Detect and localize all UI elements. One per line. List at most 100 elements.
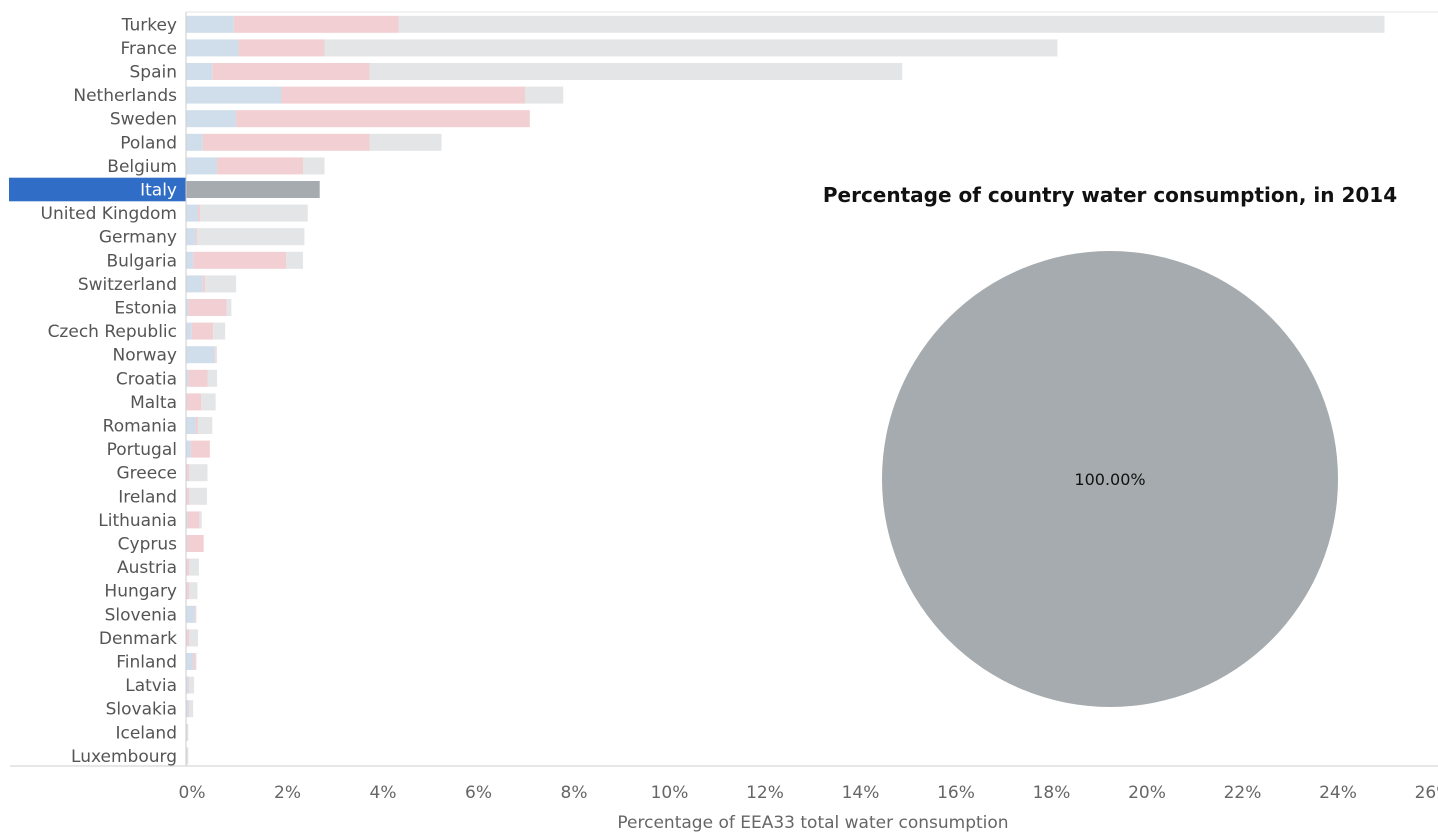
bar-segment-romania-1[interactable] bbox=[195, 417, 198, 434]
bar-segment-luxembourg-2[interactable] bbox=[187, 747, 189, 765]
bar-segment-france-1[interactable] bbox=[238, 39, 325, 57]
bar-segment-switzerland-2[interactable] bbox=[205, 275, 237, 293]
bar-segment-bulgaria-0[interactable] bbox=[186, 251, 194, 269]
bar-segment-slovenia-1[interactable] bbox=[194, 605, 196, 623]
bar-segment-united-kingdom-1[interactable] bbox=[197, 204, 201, 222]
bar-segment-denmark-2[interactable] bbox=[189, 629, 198, 647]
bar-segment-slovakia-1[interactable] bbox=[188, 700, 190, 718]
bar-segment-poland-1[interactable] bbox=[202, 133, 370, 151]
bar-segment-iceland-2[interactable] bbox=[187, 723, 189, 741]
bar-segment-italy-3[interactable] bbox=[186, 181, 320, 198]
bar-segment-ireland-2[interactable] bbox=[189, 487, 208, 505]
country-label-malta[interactable]: Malta bbox=[130, 393, 177, 413]
bar-segment-estonia-2[interactable] bbox=[226, 299, 232, 316]
country-label-czech-republic[interactable]: Czech Republic bbox=[48, 322, 177, 342]
bar-segment-united-kingdom-0[interactable] bbox=[186, 204, 198, 222]
country-label-greece[interactable]: Greece bbox=[116, 464, 177, 484]
bar-segment-lithuania-0[interactable] bbox=[186, 511, 188, 529]
selected-row-highlight[interactable] bbox=[9, 177, 186, 202]
bar-segment-croatia-1[interactable] bbox=[188, 369, 208, 387]
country-label-ireland[interactable]: Ireland bbox=[118, 487, 177, 507]
bar-segment-belgium-2[interactable] bbox=[302, 157, 325, 175]
bar-segment-spain-0[interactable] bbox=[186, 63, 213, 80]
bar-segment-netherlands-2[interactable] bbox=[525, 86, 564, 104]
bar-segment-france-0[interactable] bbox=[186, 39, 239, 57]
bar-segment-portugal-0[interactable] bbox=[186, 440, 191, 458]
country-label-united-kingdom[interactable]: United Kingdom bbox=[41, 204, 177, 224]
bar-segment-slovakia-2[interactable] bbox=[189, 700, 194, 718]
country-label-denmark[interactable]: Denmark bbox=[99, 629, 177, 649]
country-label-turkey[interactable]: Turkey bbox=[121, 15, 177, 35]
country-label-netherlands[interactable]: Netherlands bbox=[73, 86, 177, 106]
country-label-france[interactable]: France bbox=[120, 39, 177, 59]
bar-segment-latvia-1[interactable] bbox=[188, 676, 190, 694]
bar-segment-germany-2[interactable] bbox=[196, 228, 305, 246]
country-label-spain[interactable]: Spain bbox=[130, 63, 178, 83]
bar-segment-denmark-1[interactable] bbox=[186, 629, 190, 647]
bar-segment-norway-2[interactable] bbox=[215, 346, 218, 364]
country-label-italy[interactable]: Italy bbox=[140, 181, 177, 201]
country-label-croatia[interactable]: Croatia bbox=[116, 369, 177, 389]
bar-segment-croatia-2[interactable] bbox=[207, 369, 218, 387]
bar-segment-estonia-1[interactable] bbox=[188, 299, 227, 316]
bar-segment-slovakia-0[interactable] bbox=[186, 700, 189, 718]
country-label-slovenia[interactable]: Slovenia bbox=[105, 605, 177, 625]
country-label-austria[interactable]: Austria bbox=[117, 558, 177, 578]
bar-segment-france-2[interactable] bbox=[324, 39, 1058, 57]
country-label-luxembourg[interactable]: Luxembourg bbox=[71, 747, 177, 767]
bar-segment-portugal-1[interactable] bbox=[190, 440, 210, 458]
bar-segment-sweden-0[interactable] bbox=[186, 110, 237, 128]
country-label-switzerland[interactable]: Switzerland bbox=[78, 275, 177, 295]
pie-slice[interactable] bbox=[882, 251, 1338, 707]
bar-segment-estonia-0[interactable] bbox=[186, 299, 189, 316]
country-label-belgium[interactable]: Belgium bbox=[107, 157, 177, 177]
bar-segment-spain-2[interactable] bbox=[369, 63, 903, 80]
bar-segment-lithuania-2[interactable] bbox=[199, 511, 202, 529]
bar-segment-belgium-0[interactable] bbox=[186, 157, 218, 175]
bar-segment-belgium-1[interactable] bbox=[217, 157, 303, 175]
bar-segment-romania-2[interactable] bbox=[197, 417, 213, 434]
country-label-cyprus[interactable]: Cyprus bbox=[118, 535, 177, 555]
bar-segment-bulgaria-2[interactable] bbox=[286, 251, 303, 269]
country-label-norway[interactable]: Norway bbox=[113, 346, 178, 366]
bar-segment-germany-1[interactable] bbox=[195, 228, 197, 246]
bar-segment-latvia-2[interactable] bbox=[189, 676, 195, 694]
bar-segment-greece-1[interactable] bbox=[186, 464, 190, 482]
bar-segment-norway-0[interactable] bbox=[186, 346, 215, 364]
bar-segment-turkey-0[interactable] bbox=[186, 15, 234, 33]
country-label-lithuania[interactable]: Lithuania bbox=[98, 511, 177, 531]
country-label-estonia[interactable]: Estonia bbox=[114, 299, 177, 319]
bar-segment-bulgaria-1[interactable] bbox=[193, 251, 287, 269]
country-label-finland[interactable]: Finland bbox=[116, 653, 177, 673]
country-label-poland[interactable]: Poland bbox=[120, 133, 177, 153]
bar-segment-austria-1[interactable] bbox=[186, 558, 190, 576]
country-label-slovakia[interactable]: Slovakia bbox=[106, 700, 177, 720]
bar-segment-turkey-2[interactable] bbox=[398, 15, 1385, 33]
bar-segment-czech-republic-2[interactable] bbox=[213, 322, 226, 340]
bar-segment-poland-0[interactable] bbox=[186, 133, 203, 151]
bar-segment-slovenia-2[interactable] bbox=[195, 605, 197, 623]
bar-segment-hungary-2[interactable] bbox=[189, 582, 198, 600]
country-label-sweden[interactable]: Sweden bbox=[110, 110, 177, 130]
bar-segment-netherlands-1[interactable] bbox=[281, 86, 526, 104]
bar-segment-switzerland-0[interactable] bbox=[186, 275, 203, 293]
bar-segment-switzerland-1[interactable] bbox=[202, 275, 206, 293]
bar-segment-lithuania-1[interactable] bbox=[187, 511, 200, 529]
country-label-portugal[interactable]: Portugal bbox=[107, 440, 177, 460]
bar-segment-cyprus-1[interactable] bbox=[186, 535, 204, 552]
bar-segment-austria-2[interactable] bbox=[189, 558, 199, 576]
bar-segment-norway-1[interactable] bbox=[214, 346, 216, 364]
bar-segment-romania-0[interactable] bbox=[186, 417, 196, 434]
country-label-iceland[interactable]: Iceland bbox=[115, 723, 177, 743]
bar-segment-ireland-1[interactable] bbox=[186, 487, 190, 505]
bar-segment-malta-2[interactable] bbox=[201, 393, 216, 411]
bar-segment-czech-republic-1[interactable] bbox=[191, 322, 214, 340]
country-label-germany[interactable]: Germany bbox=[99, 228, 177, 248]
bar-segment-czech-republic-0[interactable] bbox=[186, 322, 192, 340]
bar-segment-malta-1[interactable] bbox=[186, 393, 202, 411]
bar-segment-netherlands-0[interactable] bbox=[186, 86, 282, 104]
bar-segment-hungary-1[interactable] bbox=[186, 582, 190, 600]
country-label-romania[interactable]: Romania bbox=[103, 417, 177, 437]
country-label-latvia[interactable]: Latvia bbox=[125, 676, 177, 696]
bar-segment-sweden-1[interactable] bbox=[236, 110, 530, 128]
